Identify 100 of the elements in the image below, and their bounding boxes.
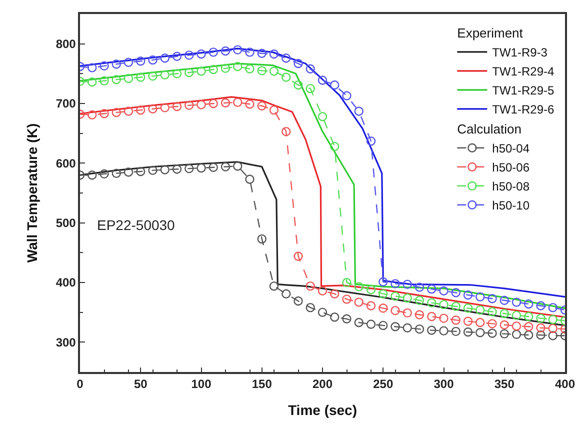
point (282, 289, 291, 298)
point (427, 326, 436, 335)
point (306, 302, 315, 312)
legend-label: TW1-R29-5 (492, 84, 554, 98)
point (476, 328, 485, 338)
point (220, 162, 230, 172)
point (196, 66, 206, 76)
point (233, 162, 242, 171)
point (390, 322, 400, 332)
point (124, 168, 134, 177)
point (220, 98, 230, 108)
point (245, 48, 254, 57)
point (500, 308, 509, 318)
point (524, 299, 534, 309)
point (100, 76, 109, 86)
point (390, 306, 400, 316)
point (88, 63, 97, 72)
x-tick-label: 200 (312, 377, 333, 392)
point (208, 48, 218, 57)
point (294, 80, 303, 90)
point (160, 165, 170, 174)
point (402, 293, 412, 303)
point (354, 282, 364, 292)
point (257, 234, 266, 244)
point (512, 310, 522, 320)
x-axis-title: Time (sec) (288, 402, 357, 418)
point (269, 66, 279, 76)
point (390, 279, 400, 288)
point (463, 327, 473, 337)
point (233, 98, 242, 107)
point (548, 302, 558, 312)
point (220, 64, 230, 73)
point (282, 126, 291, 136)
point (439, 314, 448, 323)
point (172, 102, 182, 112)
point (427, 298, 436, 308)
point (414, 310, 424, 320)
y-tick-label: 600 (56, 156, 76, 170)
point (233, 62, 242, 72)
point (536, 330, 546, 340)
point (124, 58, 134, 67)
legend-label: TW1-R29-6 (492, 102, 554, 117)
point (378, 320, 388, 330)
point (548, 324, 558, 334)
point (524, 312, 534, 322)
point (451, 302, 460, 311)
point (148, 71, 158, 81)
point (294, 58, 303, 68)
point (257, 48, 266, 58)
point (148, 104, 158, 114)
point (342, 91, 352, 100)
point (100, 169, 109, 179)
point (282, 54, 291, 63)
point (330, 289, 340, 298)
annotation: EP22-50030 (97, 217, 176, 233)
point (366, 285, 376, 294)
point (136, 56, 146, 66)
point (378, 277, 388, 286)
point (88, 110, 97, 120)
point (536, 301, 546, 310)
annotation: Experiment (457, 26, 524, 41)
point (439, 286, 448, 296)
point (196, 100, 206, 110)
point (500, 296, 509, 305)
point (100, 109, 109, 118)
point (488, 319, 497, 328)
point (524, 322, 534, 332)
point (512, 330, 522, 340)
point (172, 69, 182, 78)
point (245, 100, 254, 109)
point (208, 64, 218, 74)
point (220, 46, 230, 56)
point (112, 108, 121, 118)
legend-label: TW1-R9-3 (492, 46, 548, 60)
point (148, 166, 158, 175)
point (233, 45, 242, 54)
point (269, 105, 279, 115)
point (402, 323, 412, 332)
point (476, 318, 485, 328)
point (136, 166, 146, 176)
point (269, 281, 279, 291)
point (330, 312, 340, 322)
x-tick-label: 150 (252, 377, 272, 392)
point (402, 308, 412, 318)
point (160, 103, 170, 112)
point (488, 294, 497, 304)
point (257, 66, 266, 76)
point (330, 80, 340, 90)
point (318, 76, 328, 85)
point (245, 64, 254, 74)
x-tick-label: 250 (373, 377, 394, 392)
point (318, 112, 328, 122)
point (548, 314, 558, 324)
point (306, 84, 315, 94)
point (366, 320, 376, 329)
point (184, 50, 194, 60)
point (172, 164, 182, 174)
legend-label: h50-04 (492, 142, 530, 156)
point (136, 72, 146, 82)
point (463, 290, 473, 300)
